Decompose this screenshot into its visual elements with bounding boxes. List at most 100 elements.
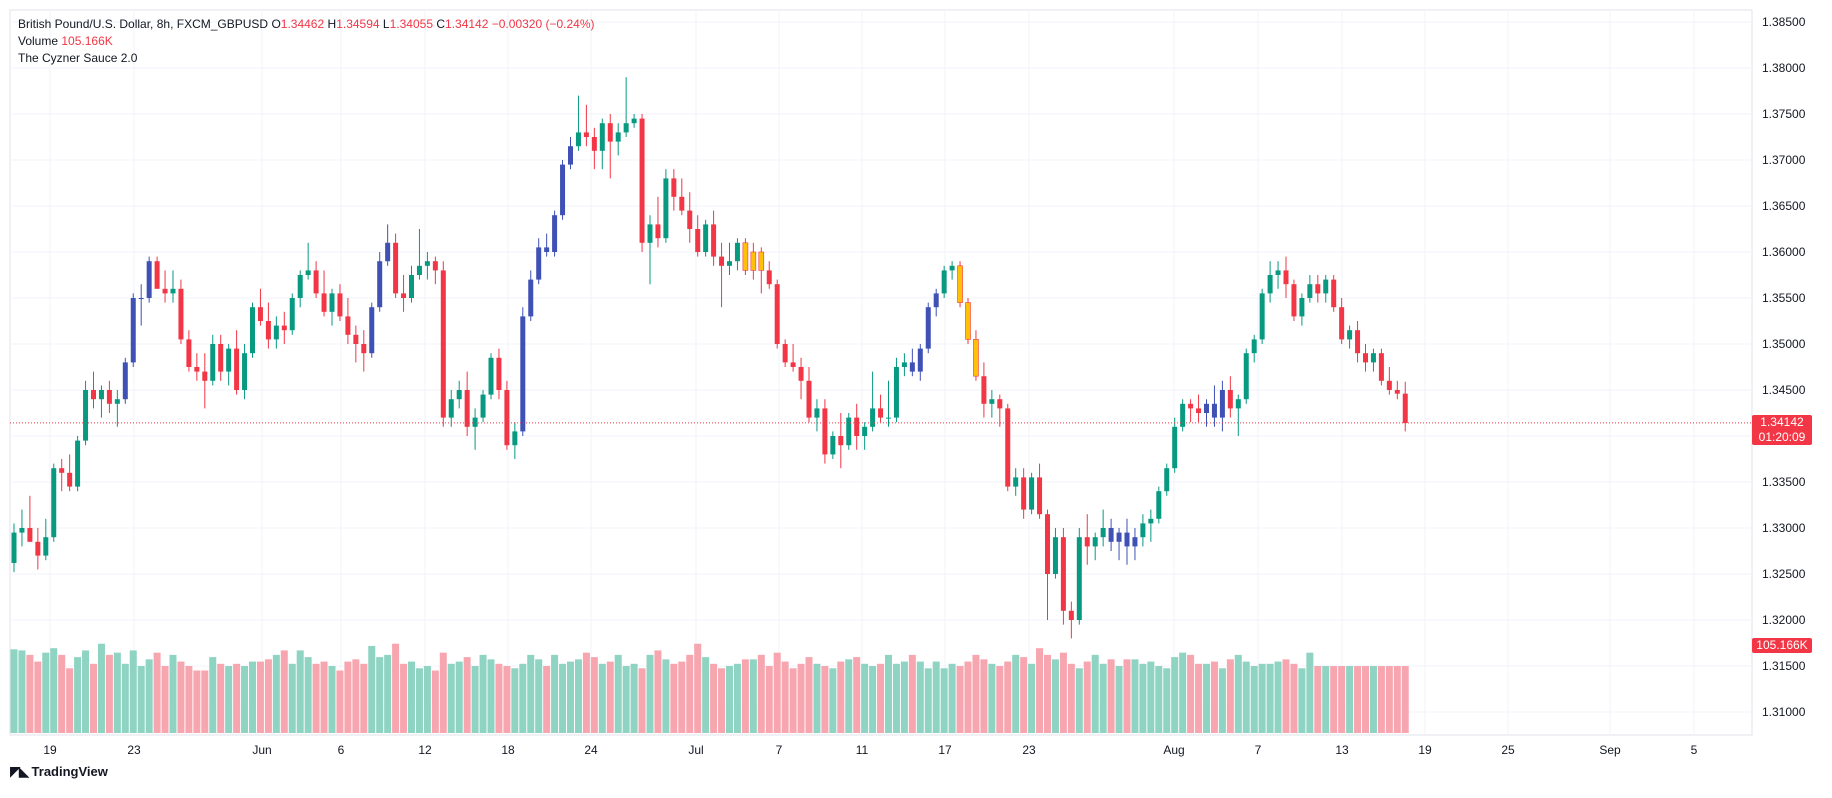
- volume-bar: [74, 657, 82, 733]
- time-axis[interactable]: 19 23 Jun 6 12 18 24 Jul 7 11 17 23 Aug 7 13 19 25 Sep 5: [43, 743, 1697, 757]
- candle-body: [1378, 353, 1384, 381]
- candle-body: [1243, 353, 1249, 400]
- volume-bar: [805, 657, 813, 733]
- price-tick-label: 1.34500: [1762, 383, 1806, 397]
- volume-bar: [908, 654, 916, 733]
- volume-bar: [185, 666, 193, 733]
- candle-body: [1021, 477, 1027, 510]
- time-tick-label: 24: [584, 743, 598, 757]
- candle-body: [385, 242, 391, 262]
- volume-bar: [241, 666, 249, 733]
- candle-body: [568, 146, 573, 165]
- candle-body: [186, 339, 192, 367]
- time-tick-label: 11: [856, 743, 869, 757]
- candle-body: [893, 367, 899, 418]
- volume-bar: [217, 663, 225, 733]
- candle-body: [806, 380, 812, 418]
- candle-body: [106, 390, 112, 404]
- candle-body: [257, 307, 263, 321]
- time-tick-label: Jun: [252, 743, 271, 757]
- candle-body: [814, 408, 820, 418]
- volume-bar: [567, 661, 574, 733]
- price-tick-label: 1.33000: [1762, 521, 1806, 535]
- volume-row[interactable]: Volume 105.166K: [18, 33, 595, 50]
- volume-bar: [574, 659, 582, 733]
- candle-body: [130, 298, 136, 363]
- volume-bar: [1306, 652, 1314, 733]
- volume-bar: [1234, 654, 1242, 733]
- candle-body: [202, 371, 208, 381]
- volume-bar: [177, 661, 185, 733]
- volume-bar: [1266, 663, 1274, 733]
- volume-bar: [797, 663, 805, 733]
- candle-body: [1299, 298, 1305, 317]
- volume-bar: [1377, 666, 1385, 733]
- volume-bar: [598, 663, 606, 733]
- volume-bar: [853, 657, 861, 733]
- volume-bar: [1067, 663, 1075, 733]
- candle-body: [472, 417, 478, 427]
- volume-tag: 105.166K: [1752, 638, 1812, 653]
- candle-body: [1005, 408, 1011, 487]
- candle-body: [1275, 270, 1281, 275]
- volume-bar: [328, 666, 336, 733]
- volume-bar: [272, 654, 280, 733]
- price-axis[interactable]: 1.38500 1.38000 1.37500 1.37000 1.36500 1.360…: [1762, 15, 1806, 719]
- candle-body: [1132, 537, 1138, 547]
- volume-bar: [256, 661, 264, 733]
- candle-body: [1331, 279, 1337, 308]
- high-value: 1.34594: [336, 17, 380, 31]
- last-price-tag: 1.34142 01:20:09: [1752, 414, 1812, 445]
- candle-body: [838, 436, 844, 446]
- tradingview-logo[interactable]: ◤◣ TradingView: [10, 763, 108, 780]
- volume-bar: [702, 657, 710, 733]
- indicator-row[interactable]: The Cyzner Sauce 2.0: [18, 50, 595, 67]
- candle-body: [1339, 307, 1345, 340]
- candle-body: [1259, 293, 1265, 340]
- volume-bar: [861, 663, 869, 733]
- volume-bar: [527, 654, 535, 733]
- candle-body: [615, 132, 621, 142]
- volume-bar: [1274, 661, 1282, 733]
- volume-tag-value: 105.166K: [1756, 638, 1808, 652]
- time-tick-label: 19: [1418, 743, 1432, 757]
- volume-bar: [105, 654, 113, 733]
- candle-body: [1116, 532, 1122, 542]
- volume-bar: [153, 652, 161, 733]
- candle-body: [305, 270, 311, 275]
- candle-body: [1196, 408, 1202, 413]
- candle-body: [766, 270, 772, 285]
- volume-bar: [678, 661, 686, 733]
- candle-body: [146, 261, 152, 298]
- volume-bar: [209, 657, 217, 733]
- volume-bar: [614, 654, 622, 733]
- candle-body: [1172, 426, 1178, 469]
- volume-bar: [837, 661, 845, 733]
- volume-bar: [479, 654, 487, 733]
- symbol-title[interactable]: British Pound/U.S. Dollar, 8h, FXCM_GBPU…: [18, 17, 269, 31]
- candle-body: [361, 344, 367, 354]
- volume-bar: [193, 670, 201, 733]
- volume-bar: [1036, 648, 1044, 733]
- candle-body: [758, 251, 765, 271]
- time-tick-label: 5: [1691, 743, 1698, 757]
- candle-body: [1108, 528, 1114, 542]
- candle-body: [1227, 390, 1233, 409]
- volume-bar: [916, 661, 924, 733]
- candle-body: [329, 293, 335, 312]
- candle-body: [552, 215, 558, 252]
- volume-bar: [455, 661, 463, 733]
- candle-body: [949, 265, 955, 271]
- volume-bar: [1059, 652, 1067, 733]
- candle-body: [1347, 330, 1353, 340]
- candle-body: [822, 408, 828, 455]
- volume-bar: [749, 659, 757, 733]
- candle-body: [663, 178, 669, 239]
- volume-bar: [869, 666, 877, 733]
- candle-body: [1148, 518, 1154, 524]
- time-tick-label: 23: [127, 743, 141, 757]
- candle-body: [1211, 403, 1217, 418]
- candle-body: [536, 247, 542, 280]
- candle-body: [901, 362, 907, 367]
